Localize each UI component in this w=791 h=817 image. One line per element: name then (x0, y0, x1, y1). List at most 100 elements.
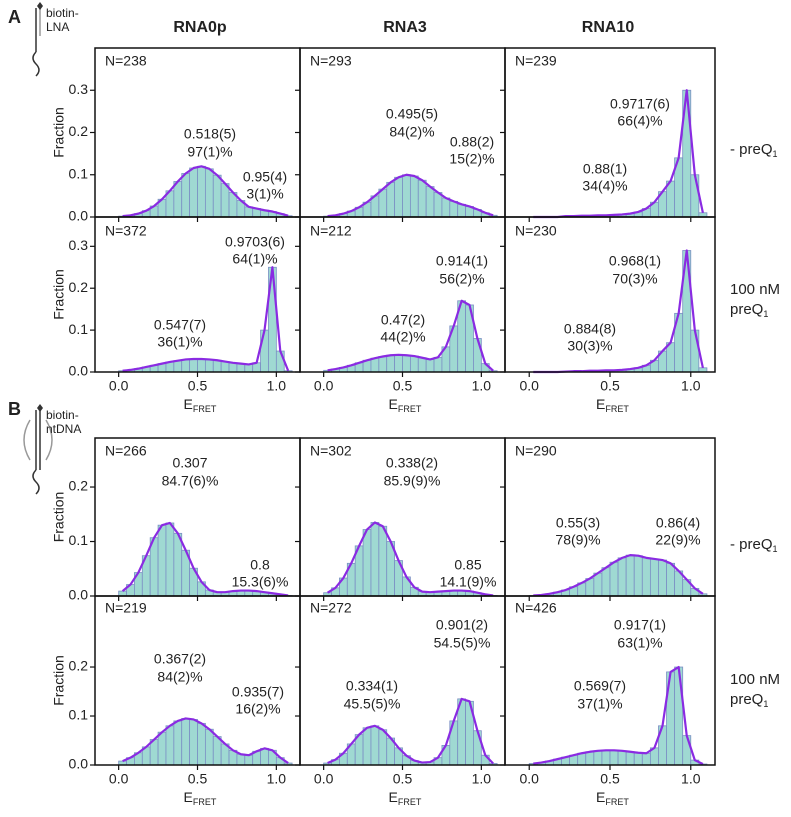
y-tick-label: 0.1 (69, 321, 89, 337)
x-tick-label: 0.0 (109, 378, 129, 394)
bar (626, 555, 634, 596)
peak-annotation: 3(1)% (246, 186, 283, 202)
bar (602, 568, 610, 596)
peak-annotation: 36(1)% (157, 334, 202, 350)
row-label-text: 100 nM (730, 671, 780, 688)
y-tick-label: 0.2 (69, 478, 89, 494)
biotin-marker (37, 404, 43, 412)
bar (387, 355, 395, 372)
x-axis-label-text: E (389, 396, 398, 412)
bar (174, 361, 182, 372)
y-tick-label: 0.2 (69, 658, 89, 674)
construct-label: ntDNA (46, 422, 81, 436)
peak-annotation: 0.47(2) (381, 312, 425, 328)
bar (213, 175, 221, 217)
bar (642, 558, 650, 596)
x-tick-label: 0.5 (188, 771, 208, 787)
bar (426, 359, 434, 372)
peak-annotation: 0.547(7) (154, 317, 206, 333)
y-tick-label: 0.1 (69, 165, 89, 181)
x-axis-label: EFRET (184, 396, 217, 415)
peak-annotation: 22(9)% (655, 532, 700, 548)
bar (410, 176, 418, 217)
bar (418, 358, 426, 372)
panel-letter: A (8, 7, 21, 27)
bar (458, 204, 466, 217)
row-label: 100 nM (730, 671, 780, 688)
x-axis-label-sub: FRET (398, 797, 422, 807)
bar (450, 201, 458, 217)
bar (205, 359, 213, 372)
x-axis-label-sub: FRET (398, 404, 422, 414)
peak-annotation: 84(2)% (157, 669, 202, 685)
peak-annotation: 0.95(4) (243, 169, 287, 185)
bar (586, 752, 594, 765)
row-label-sub: 1 (763, 699, 768, 709)
bar (363, 530, 371, 596)
panel-letter: B (8, 399, 21, 419)
construct-label: biotin- (46, 6, 79, 20)
sample-size: N=238 (105, 53, 147, 69)
y-tick-label: 0.0 (69, 587, 89, 603)
row-label-text: 100 nM (730, 281, 780, 298)
bar (594, 751, 602, 765)
x-tick-label: 0.5 (393, 771, 413, 787)
peak-annotation: 0.495(5) (386, 106, 438, 122)
bar (261, 330, 269, 372)
bar (371, 522, 379, 596)
bar (387, 182, 395, 217)
bar (626, 752, 634, 765)
peak-annotation: 0.8 (250, 557, 270, 573)
bar (174, 721, 182, 765)
bar (363, 728, 371, 765)
bar (198, 359, 206, 372)
bar (410, 356, 418, 372)
row-label-sub: 1 (763, 309, 768, 319)
bar (602, 750, 610, 765)
bar (371, 358, 379, 372)
bar (205, 169, 213, 217)
x-axis-label: EFRET (596, 396, 629, 415)
bar (395, 177, 403, 217)
bar (190, 719, 198, 765)
peak-annotation: 0.9703(6) (225, 234, 285, 250)
y-tick-label: 0.2 (69, 123, 89, 139)
row-label: - preQ1 (730, 536, 778, 554)
bar (379, 526, 387, 596)
bar (618, 751, 626, 765)
bar (221, 184, 229, 217)
x-axis-label-sub: FRET (193, 797, 217, 807)
x-axis-label-text: E (596, 396, 605, 412)
sample-size: N=239 (515, 53, 557, 69)
row-label-text: preQ (730, 691, 763, 708)
y-axis-label: Fraction (51, 269, 67, 320)
construct-label: biotin- (46, 408, 79, 422)
row-label-text: preQ (730, 301, 763, 318)
peak-annotation: 0.518(5) (184, 126, 236, 142)
bar (642, 753, 650, 765)
x-axis-label: EFRET (596, 789, 629, 808)
x-axis-label: EFRET (389, 789, 422, 808)
x-tick-label: 0.0 (109, 771, 129, 787)
x-tick-label: 1.0 (267, 378, 287, 394)
bar (434, 192, 442, 217)
peak-annotation: 78(9)% (555, 532, 600, 548)
peak-annotation: 16(2)% (235, 701, 280, 717)
peak-annotation: 0.307 (172, 455, 207, 471)
x-axis-label: EFRET (184, 789, 217, 808)
bar (158, 732, 166, 765)
x-tick-label: 0.0 (519, 378, 539, 394)
bar (610, 750, 618, 765)
bar (634, 556, 642, 596)
bar (418, 180, 426, 217)
peak-annotation: 0.55(3) (556, 515, 600, 531)
row-label: 100 nM (730, 281, 780, 298)
x-axis-label: EFRET (389, 396, 422, 415)
bar (634, 753, 642, 765)
peak-annotation: 34(4)% (582, 178, 627, 194)
y-tick-label: 0.0 (69, 363, 89, 379)
peak-annotation: 0.968(1) (609, 253, 661, 269)
